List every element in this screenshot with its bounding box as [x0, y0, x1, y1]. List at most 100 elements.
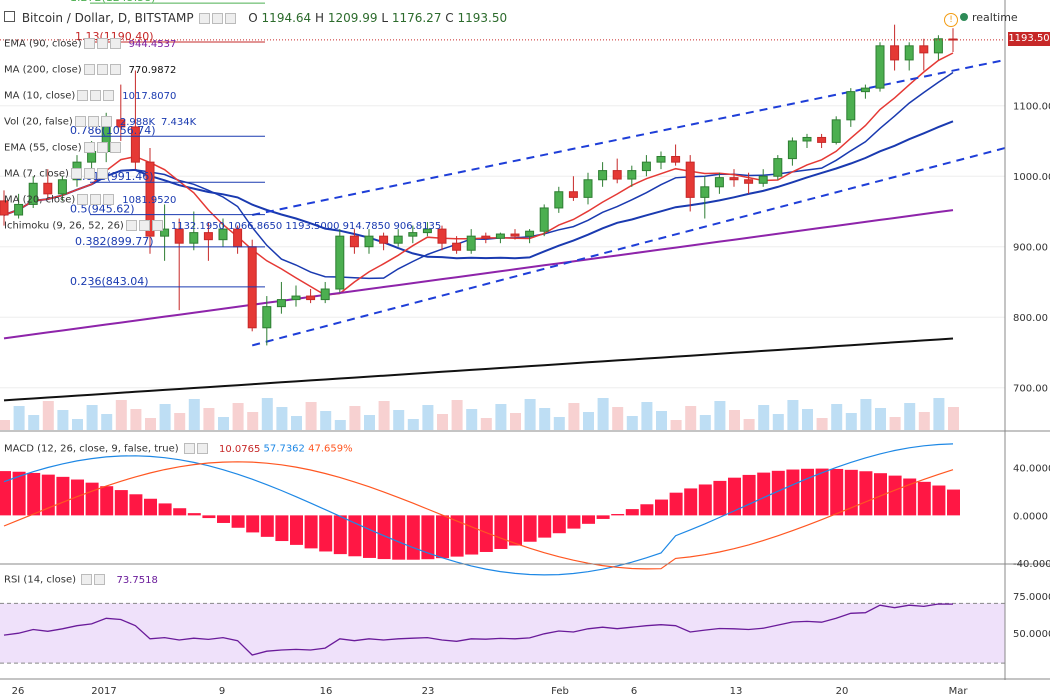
indicator-legend-item[interactable]: Ichimoku (9, 26, 52, 26) 1132.1950 1066.8…	[4, 220, 441, 232]
fib-level-label: 0.5(945.62)	[70, 203, 135, 216]
rsi-pane[interactable]	[0, 602, 1005, 664]
macd-histogram-bar	[56, 476, 70, 516]
eye-icon[interactable]	[90, 90, 102, 101]
indicator-legend-item[interactable]: EMA (55, close)	[4, 142, 121, 154]
macd-histogram-bar	[538, 515, 552, 538]
volume-bar	[247, 412, 259, 430]
macd-histogram-bar	[231, 515, 245, 528]
volume-bar	[948, 407, 959, 430]
close-icon[interactable]	[103, 90, 115, 101]
eye-icon[interactable]	[212, 13, 224, 24]
x-tick-label: 6	[631, 686, 637, 697]
settings-icon[interactable]	[83, 64, 95, 75]
close-icon[interactable]	[109, 64, 121, 75]
eye-icon[interactable]	[96, 38, 108, 49]
volume-bar	[42, 401, 54, 430]
indicator-label: MA (7, close)	[4, 168, 69, 180]
volume-bar	[568, 403, 580, 430]
volume-bar	[188, 399, 200, 430]
close-icon[interactable]	[109, 38, 121, 49]
symbol-title[interactable]: Bitcoin / Dollar, D, BITSTAMP	[21, 11, 194, 25]
macd-histogram-bar	[917, 481, 931, 516]
candle-body	[641, 161, 651, 172]
macd-histogram-bar	[552, 515, 566, 534]
volume-bar	[437, 414, 448, 430]
volume-bar	[422, 405, 434, 430]
close-icon[interactable]	[100, 116, 112, 127]
close-icon[interactable]	[96, 168, 108, 179]
indicator-legend-item[interactable]: Vol (20, false) 2.988K 7.434K	[4, 116, 196, 128]
close-icon[interactable]	[196, 443, 208, 454]
macd-histogram-bar	[903, 478, 917, 516]
close-icon[interactable]	[225, 13, 237, 24]
volume-bar	[218, 417, 229, 430]
settings-icon[interactable]	[183, 443, 195, 454]
settings-icon[interactable]	[83, 38, 95, 49]
settings-icon[interactable]	[77, 194, 89, 205]
macd-histogram-bar	[844, 469, 858, 516]
eye-icon[interactable]	[83, 168, 95, 179]
macd-histogram-bar	[100, 486, 114, 516]
indicator-legend-item[interactable]: MA (200, close) 770.9872	[4, 64, 176, 76]
ema90-line	[3, 209, 954, 340]
ma7-line	[3, 52, 954, 296]
volume-bar	[933, 398, 945, 430]
settings-icon[interactable]	[74, 116, 86, 127]
y-tick-label: 800.00	[1013, 313, 1048, 324]
fib-level-label: 1.272(1245.58)	[70, 0, 156, 4]
macd-histogram-bar	[436, 515, 449, 559]
volume-bar	[305, 402, 317, 430]
macd-histogram-bar	[377, 515, 391, 560]
indicator-legend-item[interactable]: MA (7, close)	[4, 168, 108, 180]
eye-icon[interactable]	[96, 64, 108, 75]
volume-bar	[101, 414, 113, 430]
candle-body	[583, 179, 593, 198]
macd-histogram-bar	[290, 515, 303, 545]
y-tick-label: 900.00	[1013, 243, 1048, 254]
volume-bar	[261, 398, 273, 430]
macd-histogram-bar	[173, 508, 187, 516]
settings-icon[interactable]	[199, 13, 211, 24]
macd-histogram-bar	[0, 471, 11, 516]
realtime-indicator: realtime	[960, 11, 1018, 24]
settings-icon[interactable]	[70, 168, 82, 179]
x-tick-label: 2017	[91, 686, 116, 697]
macd-histogram-bar	[509, 515, 522, 546]
candle-body	[452, 242, 462, 251]
close-icon[interactable]	[109, 142, 121, 153]
close-icon[interactable]	[94, 574, 106, 585]
eye-icon[interactable]	[90, 194, 102, 205]
eye-icon[interactable]	[96, 142, 108, 153]
settings-icon[interactable]	[77, 90, 89, 101]
macd-histogram-bar	[27, 472, 41, 516]
close-icon[interactable]	[103, 194, 115, 205]
indicator-legend-item[interactable]: EMA (90, close) 944.4537	[4, 38, 176, 50]
macd-tick-label: 0.0000	[1013, 511, 1048, 522]
eye-icon[interactable]	[87, 116, 99, 127]
macd-pane[interactable]	[0, 443, 960, 576]
indicator-legend-item[interactable]: MA (20, close) 1081.9520	[4, 194, 176, 206]
settings-icon[interactable]	[125, 220, 137, 231]
indicator-legend-item[interactable]: MA (10, close) 1017.8070	[4, 90, 176, 102]
candle-body	[671, 155, 681, 163]
collapse-icon[interactable]	[4, 11, 15, 22]
volume-bar	[466, 409, 478, 430]
y-tick-label: 1100.00	[1013, 102, 1050, 113]
macd-histogram-bar	[611, 514, 625, 516]
close-icon[interactable]	[151, 220, 163, 231]
price-pane[interactable]: 1.272(1245.58) 1.13(1190.40) 0.786(1056.74…	[0, 0, 1006, 430]
rsi-tick-label: 75.0000	[1013, 592, 1050, 603]
indicator-value: 2.988K	[119, 116, 156, 128]
warning-icon[interactable]: !	[944, 13, 958, 27]
candle-body	[349, 235, 359, 248]
settings-icon[interactable]	[81, 574, 93, 585]
macd-histogram-bar	[932, 485, 946, 516]
candle-body	[890, 45, 900, 61]
indicator-label: EMA (55, close)	[4, 142, 82, 154]
eye-icon[interactable]	[138, 220, 150, 231]
ohlc-values: O 1194.64 H 1209.99 L 1176.27 C 1193.50	[248, 11, 508, 25]
settings-icon[interactable]	[83, 142, 95, 153]
macd-histogram-bar	[947, 489, 960, 516]
